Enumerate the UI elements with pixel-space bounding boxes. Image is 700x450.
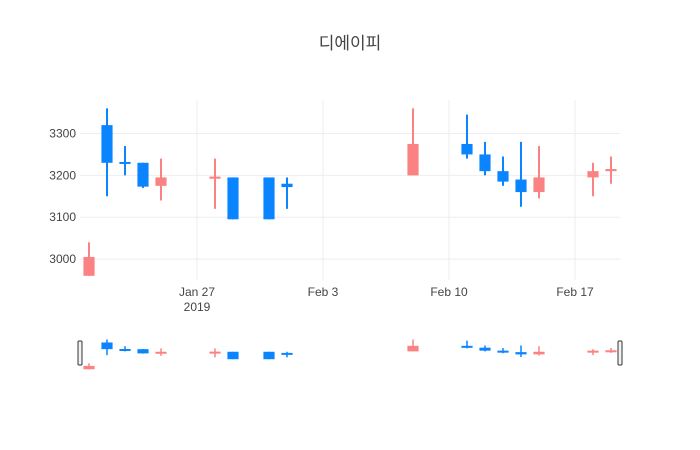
candle-body-mini — [155, 351, 167, 354]
candle-body-mini — [533, 351, 545, 355]
candle-body — [605, 169, 617, 172]
candle-body-mini — [587, 350, 599, 353]
candle-body-mini — [263, 351, 275, 360]
candle-body — [281, 183, 293, 188]
candle-body-mini — [83, 365, 95, 370]
candle-body — [515, 179, 527, 193]
candle-body — [83, 256, 95, 276]
y-tick-label: 3000 — [49, 252, 76, 266]
candle-body-mini — [137, 349, 149, 354]
candle-body — [227, 177, 239, 220]
chart-title: 디에이피 — [319, 34, 382, 54]
candle-body — [263, 177, 275, 220]
candle-body — [119, 161, 131, 164]
candle-body — [137, 162, 149, 187]
y-tick-label: 3300 — [49, 126, 76, 140]
candle-body — [101, 125, 113, 163]
candle-body-mini — [515, 352, 527, 355]
candle-body-mini — [497, 350, 509, 353]
y-tick-label: 3200 — [49, 168, 76, 182]
x-tick-label: Jan 27 — [179, 285, 215, 299]
candle-body — [533, 177, 545, 193]
candle-body — [497, 171, 509, 182]
x-tick-label: Feb 10 — [430, 285, 468, 299]
candle-body-mini — [479, 347, 491, 351]
range-slider-left-handle — [77, 340, 83, 366]
candle-body — [407, 143, 419, 176]
candle-body-mini — [227, 351, 239, 360]
candle-body-mini — [119, 349, 131, 352]
candle-body — [155, 177, 167, 186]
grid — [80, 100, 620, 280]
range-slider-background — [79, 337, 621, 371]
candle-body-mini — [281, 352, 293, 355]
candle-body-mini — [209, 351, 221, 354]
candle-body — [209, 176, 221, 179]
range-slider-right-handle — [617, 340, 623, 366]
candle-body-mini — [407, 345, 419, 352]
candle-body-mini — [461, 345, 473, 348]
x-tick-label: Feb 17 — [556, 285, 594, 299]
x-tick-label: Feb 3 — [308, 285, 339, 299]
candle-body-mini — [101, 342, 113, 350]
y-tick-label: 3100 — [49, 210, 76, 224]
x-tick-sublabel: 2019 — [184, 300, 211, 314]
candle-body — [461, 143, 473, 155]
candle-body — [479, 154, 491, 172]
range-slider[interactable] — [77, 337, 623, 371]
candle-body-mini — [605, 350, 617, 353]
candle-body — [587, 171, 599, 178]
candles[interactable] — [83, 108, 617, 276]
